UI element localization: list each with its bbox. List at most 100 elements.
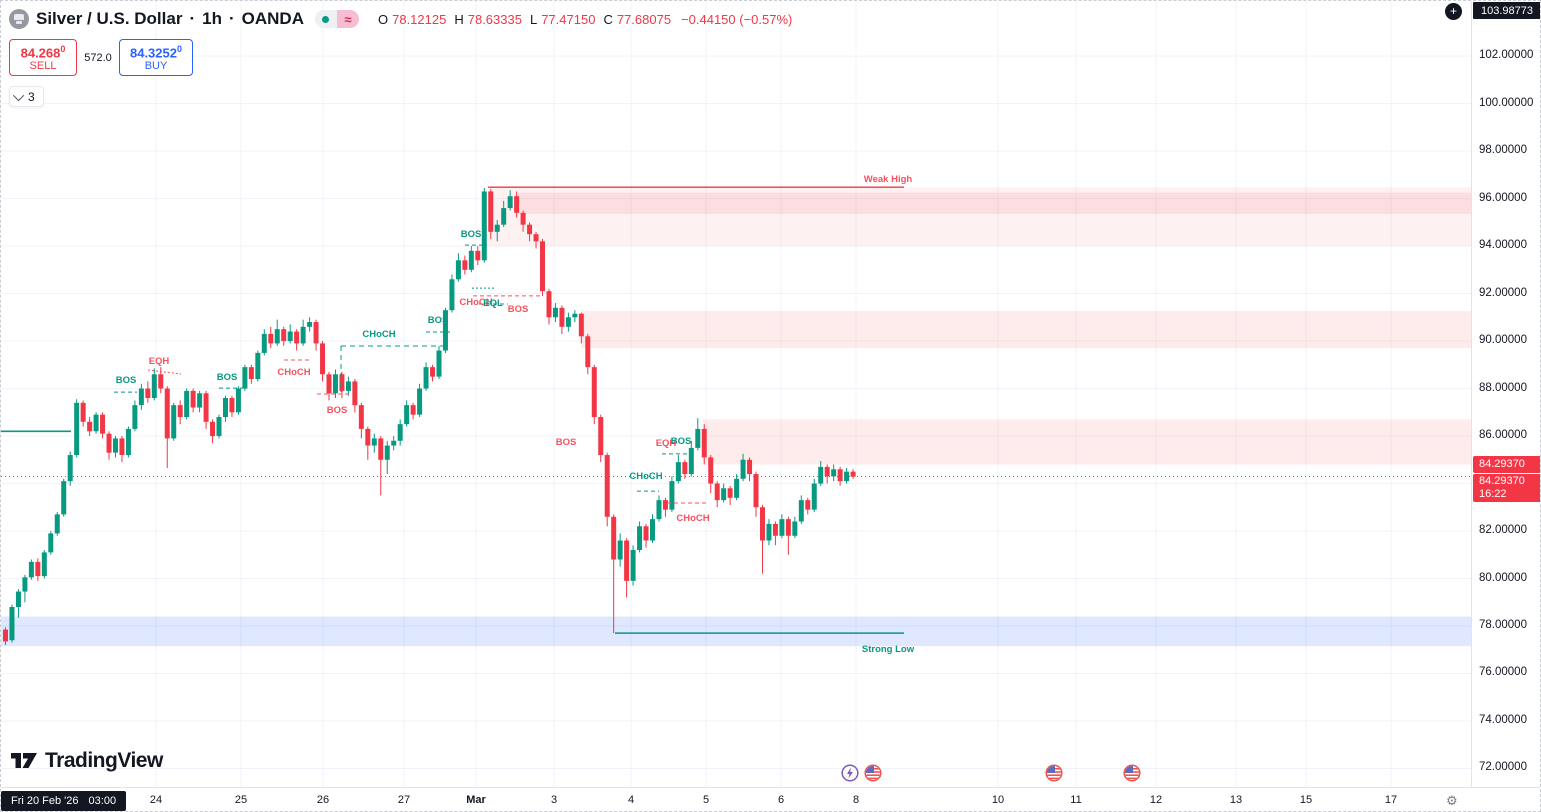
candle-body bbox=[216, 417, 222, 437]
event-lightning-icon[interactable] bbox=[841, 764, 859, 782]
candle-body bbox=[617, 540, 623, 560]
candle-body bbox=[320, 343, 326, 375]
candle-body bbox=[701, 428, 707, 458]
drawings-count: 3 bbox=[28, 89, 35, 104]
structure-label: CHoCH bbox=[629, 471, 662, 482]
chart-pane[interactable]: BOS EQH BOS CHoCH BOS CHoCH BOS BOS CHoCH EQL BOS B… bbox=[1, 1, 1471, 787]
candle-body bbox=[708, 457, 714, 484]
low-label: L bbox=[529, 11, 538, 27]
axis-settings-gear-icon[interactable]: ⚙ bbox=[1446, 793, 1458, 808]
tradingview-logo[interactable]: TradingView bbox=[11, 749, 163, 773]
time-tick-label: 17 bbox=[1384, 794, 1398, 806]
candle-body bbox=[417, 388, 423, 415]
candle-body bbox=[591, 367, 597, 418]
crosshair-time-badge: Fri 20 Feb '26 03:00 bbox=[1, 791, 127, 811]
candle-body bbox=[604, 455, 610, 517]
structure-label: Weak High bbox=[864, 174, 913, 185]
candle-body bbox=[462, 260, 468, 270]
sell-button[interactable]: 84.2680 SELL bbox=[9, 39, 77, 76]
data-status-pill[interactable]: ≈ bbox=[314, 10, 359, 28]
candle-body bbox=[235, 388, 241, 413]
candle-body bbox=[222, 398, 228, 418]
candle-body bbox=[507, 196, 513, 209]
candle-body bbox=[391, 440, 397, 446]
structure-label: BOS bbox=[428, 315, 449, 326]
demand-zone-strong-low bbox=[1, 616, 1471, 647]
candle-body bbox=[734, 478, 740, 498]
candle-body bbox=[747, 459, 753, 475]
time-tick-label: Mar bbox=[466, 794, 486, 806]
supply-zone-2 bbox=[581, 311, 1471, 349]
event-us-flag-icon[interactable] bbox=[1123, 764, 1141, 782]
buy-button[interactable]: 84.32520 BUY bbox=[119, 39, 193, 76]
candle-body bbox=[3, 629, 8, 642]
candle-body bbox=[268, 333, 274, 344]
candle-body bbox=[54, 514, 60, 534]
candle-body bbox=[837, 469, 843, 482]
countdown-price-value: 84.29370 bbox=[1479, 474, 1525, 487]
candle-body bbox=[28, 561, 34, 578]
buy-price-pip: 0 bbox=[176, 43, 182, 54]
candle-body bbox=[242, 367, 248, 389]
candle-body bbox=[112, 438, 118, 453]
buy-label: BUY bbox=[144, 60, 168, 73]
structure-label: CHoCH bbox=[362, 329, 395, 340]
candle-body bbox=[261, 333, 267, 353]
candle-body bbox=[656, 500, 662, 520]
candle-body bbox=[514, 196, 520, 213]
structure-label: EQH bbox=[149, 356, 170, 367]
time-tick-label: 13 bbox=[1229, 794, 1243, 806]
candle-body bbox=[22, 577, 28, 592]
drawings-count-dropdown[interactable]: 3 bbox=[9, 86, 44, 107]
symbol-icon[interactable] bbox=[9, 9, 29, 29]
open-value: 78.12125 bbox=[392, 11, 447, 27]
candle-body bbox=[611, 516, 617, 560]
candle-body bbox=[585, 336, 591, 368]
symbol-title[interactable]: Silver / U.S. Dollar bbox=[36, 9, 183, 28]
interval-label[interactable]: 1h bbox=[202, 9, 222, 28]
price-tick-label: 80.00000 bbox=[1479, 571, 1527, 584]
candle-body bbox=[624, 540, 630, 581]
candle-body bbox=[164, 388, 170, 439]
candle-body bbox=[287, 331, 293, 342]
candle-body bbox=[80, 402, 86, 422]
time-tick-label: 8 bbox=[852, 794, 860, 806]
candle-body bbox=[210, 421, 216, 437]
candle-body bbox=[384, 445, 390, 460]
trade-panel: 84.2680 SELL 572.0 84.32520 BUY bbox=[9, 39, 792, 76]
time-tick-label: 26 bbox=[316, 794, 330, 806]
price-axis[interactable]: 103.98773 102.00000 100.00000 98.00000 96.0… bbox=[1471, 1, 1540, 787]
candle-body bbox=[662, 500, 668, 510]
price-tick-label: 74.00000 bbox=[1479, 713, 1527, 726]
time-axis[interactable]: Fri 20 Feb '26 03:00 24 25 26 27 Mar 3 4 5 6 8 10 1… bbox=[1, 787, 1540, 811]
event-us-flag-icon[interactable] bbox=[1045, 764, 1063, 782]
scale-high-badge: 103.98773 bbox=[1473, 2, 1540, 19]
time-tick-label: 11 bbox=[1070, 794, 1082, 806]
exchange-label[interactable]: OANDA bbox=[241, 9, 304, 28]
time-tick-label: 15 bbox=[1299, 794, 1313, 806]
price-tick-label: 82.00000 bbox=[1479, 524, 1527, 537]
event-us-flag-icon[interactable] bbox=[864, 764, 882, 782]
candle-body bbox=[831, 469, 837, 477]
candle-body bbox=[281, 329, 287, 342]
candle-body bbox=[177, 405, 183, 418]
supply-zone-1-inner bbox=[518, 192, 1471, 215]
structure-label: EQH bbox=[656, 438, 677, 449]
structure-label: BOS bbox=[116, 375, 137, 386]
candle-body bbox=[48, 533, 54, 553]
buy-price: 84.3252 bbox=[129, 45, 177, 61]
chevron-down-icon bbox=[12, 89, 25, 101]
sell-price: 84.268 bbox=[20, 45, 61, 61]
candle-body bbox=[423, 367, 429, 389]
price-tick-label: 98.00000 bbox=[1479, 144, 1527, 157]
candle-body bbox=[313, 322, 319, 344]
candle-body bbox=[695, 428, 701, 448]
structure-label: BOS bbox=[508, 304, 529, 315]
candle-body bbox=[844, 471, 850, 482]
candle-body bbox=[93, 414, 99, 432]
candle-body bbox=[468, 250, 474, 270]
candle-body bbox=[106, 433, 112, 453]
add-alert-plus-icon[interactable]: + bbox=[1445, 3, 1462, 20]
candle-body bbox=[552, 307, 558, 318]
